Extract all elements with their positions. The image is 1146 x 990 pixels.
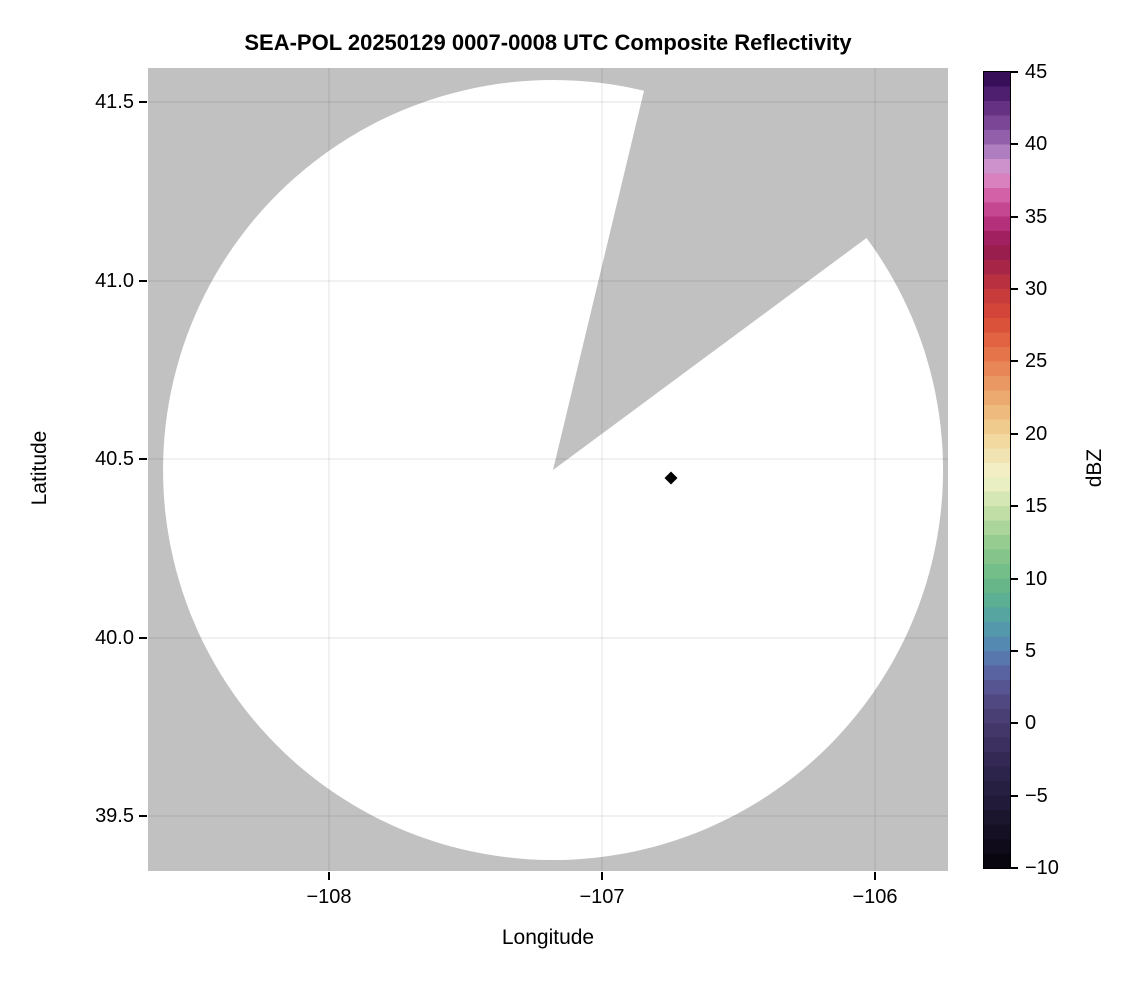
colorbar-tick (1011, 215, 1018, 218)
y-tick (139, 458, 147, 460)
colorbar-tick-label: 30 (1025, 278, 1048, 301)
colorbar-tick (1011, 360, 1018, 363)
colorbar-tick-label: 40 (1025, 133, 1048, 156)
colorbar-tick (1011, 432, 1018, 435)
colorbar-tick (1011, 649, 1018, 652)
colorbar-tick-label: 20 (1025, 422, 1048, 445)
colorbar-tick-label: 25 (1025, 350, 1048, 373)
y-tick (139, 280, 147, 282)
colorbar-tick (1011, 867, 1018, 869)
x-tick (874, 872, 876, 880)
colorbar-tick-label: −5 (1025, 784, 1048, 807)
colorbar-tick-label: 15 (1025, 495, 1048, 518)
x-axis-label: Longitude (501, 926, 595, 949)
colorbar-tick-label: 5 (1025, 639, 1037, 662)
colorbar-tick (1011, 577, 1018, 580)
colorbar-tick-label: −10 (1025, 857, 1059, 879)
gridlines (148, 68, 948, 871)
colorbar-tick (1011, 505, 1018, 508)
station-marker-diamond-icon (664, 471, 678, 485)
radar-coverage-shape (163, 80, 944, 861)
y-tick-label: 40.5 (95, 448, 134, 470)
x-tick-label: −106 (852, 886, 898, 908)
y-tick-label: 41.0 (95, 270, 134, 292)
y-tick (139, 101, 147, 103)
y-tick (139, 815, 147, 817)
colorbar-label: dBZ (1083, 448, 1106, 488)
colorbar-tick (1011, 143, 1018, 146)
colorbar-tick-label: 0 (1025, 712, 1037, 735)
colorbar-tick (1011, 794, 1018, 797)
colorbar-tick (1011, 288, 1018, 291)
plot-title: SEA-POL 20250129 0007-0008 UTC Composite… (244, 30, 852, 55)
colorbar-tick (1011, 722, 1018, 725)
y-tick (139, 637, 147, 639)
y-tick-label: 39.5 (95, 805, 134, 827)
colorbar (983, 71, 1011, 869)
y-tick-label: 40.0 (95, 627, 134, 649)
x-tick (328, 872, 330, 880)
y-axis-label: Latitude (28, 430, 51, 506)
plot-area (148, 68, 948, 871)
y-tick-label: 41.5 (95, 91, 134, 113)
map-canvas (148, 68, 948, 871)
colorbar-tick (1011, 71, 1018, 73)
x-tick-label: −108 (306, 886, 352, 908)
x-tick (601, 872, 603, 880)
colorbar-tick-label: 45 (1025, 61, 1048, 83)
colorbar-tick-label: 10 (1025, 567, 1048, 590)
x-tick-label: −107 (579, 886, 625, 908)
colorbar-tick-label: 35 (1025, 205, 1048, 228)
